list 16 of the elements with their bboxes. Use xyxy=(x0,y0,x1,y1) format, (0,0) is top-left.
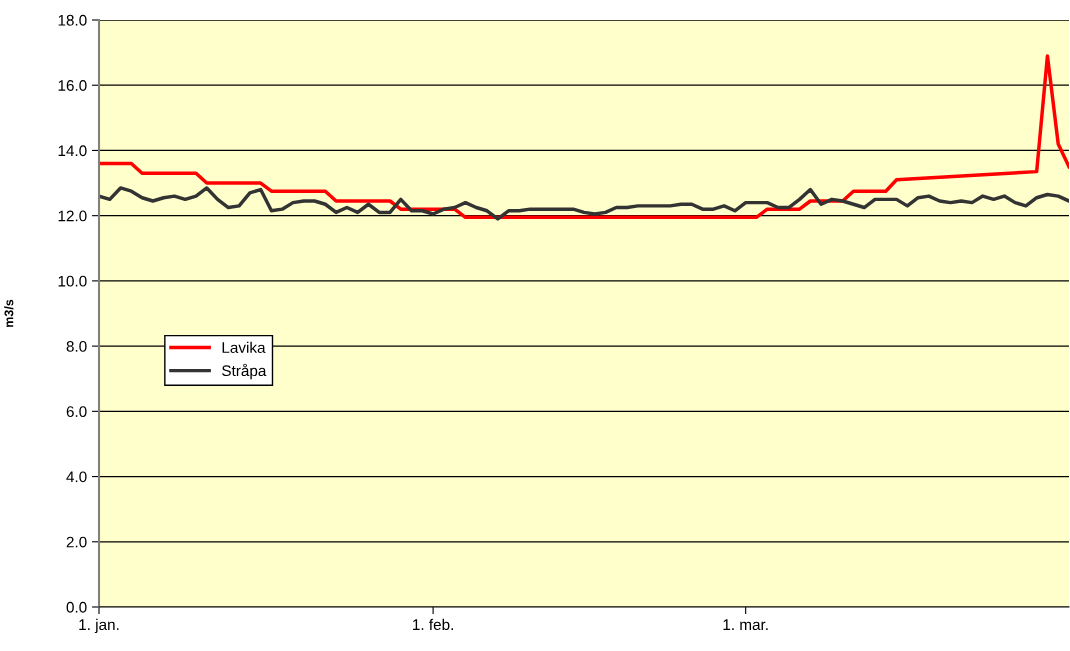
y-tick-label: 0.0 xyxy=(66,601,87,613)
y-tick-label: 12.0 xyxy=(58,210,87,222)
legend-label: Stråpa xyxy=(222,363,267,380)
y-axis-title: m3/s xyxy=(4,299,14,327)
y-tick-label: 16.0 xyxy=(58,80,87,91)
y-tick-label: 18.0 xyxy=(58,14,87,26)
y-tick-label: 2.0 xyxy=(66,536,87,548)
legend-label: Lavika xyxy=(222,341,266,353)
y-tick-label: 14.0 xyxy=(58,145,87,157)
x-tick-label: 1. jan. xyxy=(79,618,119,634)
x-tick-label: 1. feb. xyxy=(413,618,453,631)
y-tick-label: 6.0 xyxy=(66,406,87,418)
y-tick-label: 10.0 xyxy=(58,275,87,287)
y-tick-label: 4.0 xyxy=(66,471,87,483)
y-tick-label: 8.0 xyxy=(66,340,87,352)
x-tick-label: 1. mar. xyxy=(723,619,768,631)
